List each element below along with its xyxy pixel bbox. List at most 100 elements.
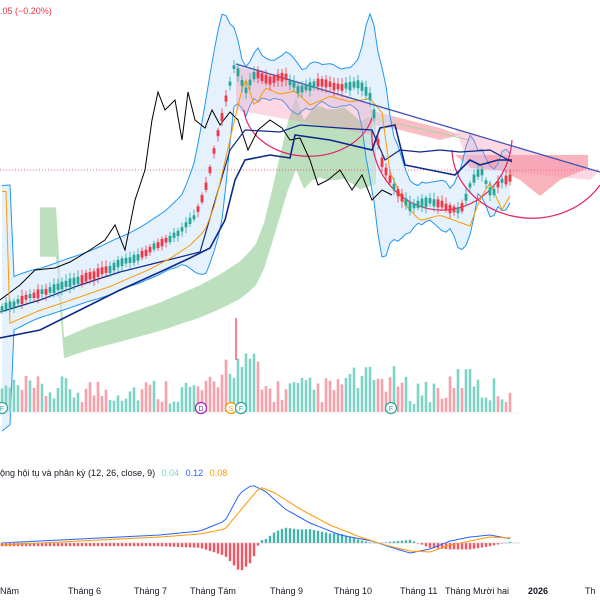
macd-histogram-bar <box>416 543 420 544</box>
macd-histogram-bar <box>452 543 456 550</box>
volume-bar <box>132 387 136 412</box>
volume-bar <box>492 378 496 412</box>
volume-bar <box>184 382 188 412</box>
candle-body <box>272 76 276 83</box>
candle-body <box>28 294 32 298</box>
volume-bar <box>424 381 428 412</box>
macd-histogram-bar <box>388 541 392 543</box>
macd-histogram-bar <box>36 543 40 547</box>
candle-body <box>224 95 228 102</box>
macd-line <box>1 485 511 554</box>
volume-bar <box>148 384 152 412</box>
volume-bar <box>264 386 268 412</box>
volume-bar <box>496 396 500 412</box>
ichimoku-green-cloud <box>40 96 376 359</box>
volume-bar <box>76 392 80 412</box>
candle-body <box>280 72 284 82</box>
volume-bar <box>404 376 408 412</box>
candle-body <box>436 199 440 208</box>
x-axis-tick-label: Tháng 10 <box>334 586 372 596</box>
candle-body <box>244 87 248 94</box>
candle-body <box>440 200 444 208</box>
resistance-trendline <box>235 63 600 173</box>
trend-overlays <box>0 63 600 360</box>
macd-histogram-bar <box>500 543 504 544</box>
macd-panel <box>0 485 520 571</box>
volume-bar <box>360 376 364 412</box>
candle-body <box>264 74 268 84</box>
volume-bar <box>460 387 464 412</box>
volume-bar <box>500 399 504 412</box>
macd-histogram-bar <box>276 530 280 543</box>
volume-bar <box>420 395 424 412</box>
volume-bar <box>276 381 280 412</box>
candle-body <box>388 175 392 183</box>
baseline-line <box>0 124 512 339</box>
volume-bar <box>484 397 488 412</box>
signal-line <box>1 487 511 553</box>
volume-bar <box>240 366 244 412</box>
volume-bar <box>248 358 252 412</box>
volume-bar <box>356 388 360 412</box>
volume-bar <box>44 396 48 412</box>
volume-bar <box>380 379 384 412</box>
macd-histogram-bar <box>424 543 428 547</box>
candle-body <box>184 222 188 228</box>
volume-bar <box>268 388 272 412</box>
volume-bar <box>32 387 36 412</box>
macd-histogram-bar <box>480 543 484 548</box>
volume-bar <box>320 402 324 412</box>
volume-bar <box>36 376 40 412</box>
macd-histogram-bar <box>48 543 52 547</box>
volume-bar <box>412 403 416 412</box>
macd-histogram-bar <box>108 543 112 547</box>
x-axis-tick-label: Tháng 9 <box>270 586 303 596</box>
candle-body <box>392 183 396 191</box>
candle-body <box>68 278 72 287</box>
volume-bar <box>448 376 452 412</box>
macd-histogram-bar <box>336 533 340 543</box>
macd-histogram-bar <box>340 534 344 543</box>
candle-body <box>100 267 104 275</box>
candle-body <box>304 84 308 91</box>
candle-body <box>340 84 344 91</box>
volume-bar <box>324 378 328 412</box>
volume-bar <box>428 402 432 412</box>
candle-body <box>36 289 40 299</box>
volume-bar <box>4 385 8 412</box>
macd-histogram-bar <box>208 543 212 551</box>
macd-histogram-bar <box>316 530 320 543</box>
volume-bar <box>348 373 352 412</box>
macd-histogram-bar <box>300 529 304 543</box>
candle-body <box>152 243 156 250</box>
candle-body <box>380 157 384 167</box>
macd-histogram-bar <box>384 542 388 543</box>
candle-body <box>332 82 336 91</box>
macd-histogram-bar <box>56 543 60 547</box>
macd-histogram-bar <box>272 532 276 543</box>
macd-histogram-bar <box>292 528 296 543</box>
macd-histogram-bar <box>320 531 324 543</box>
candle-body <box>464 193 468 201</box>
macd-histogram-bar <box>260 540 264 543</box>
candle-body <box>16 299 20 304</box>
macd-histogram-bar <box>328 533 332 543</box>
macd-histogram-bar <box>68 543 72 547</box>
macd-legend-label: ộng hội tụ và phân kỳ (12, 26, close, 9) <box>0 468 156 478</box>
volume-bar <box>168 403 172 412</box>
volume-bar <box>144 382 148 412</box>
event-marker-label: F <box>389 406 393 413</box>
macd-histogram-bar <box>176 543 180 547</box>
candle-body <box>472 174 476 183</box>
candle-body <box>220 113 224 122</box>
candle-body <box>112 262 116 271</box>
macd-histogram-bar <box>324 532 328 543</box>
macd-histogram-bar <box>160 543 164 547</box>
macd-histogram-bar <box>252 543 256 557</box>
volume-bar <box>288 383 292 412</box>
candle-body <box>228 81 232 86</box>
volume-bar <box>176 401 180 412</box>
macd-histogram-bar <box>188 543 192 548</box>
candle-body <box>432 199 436 207</box>
